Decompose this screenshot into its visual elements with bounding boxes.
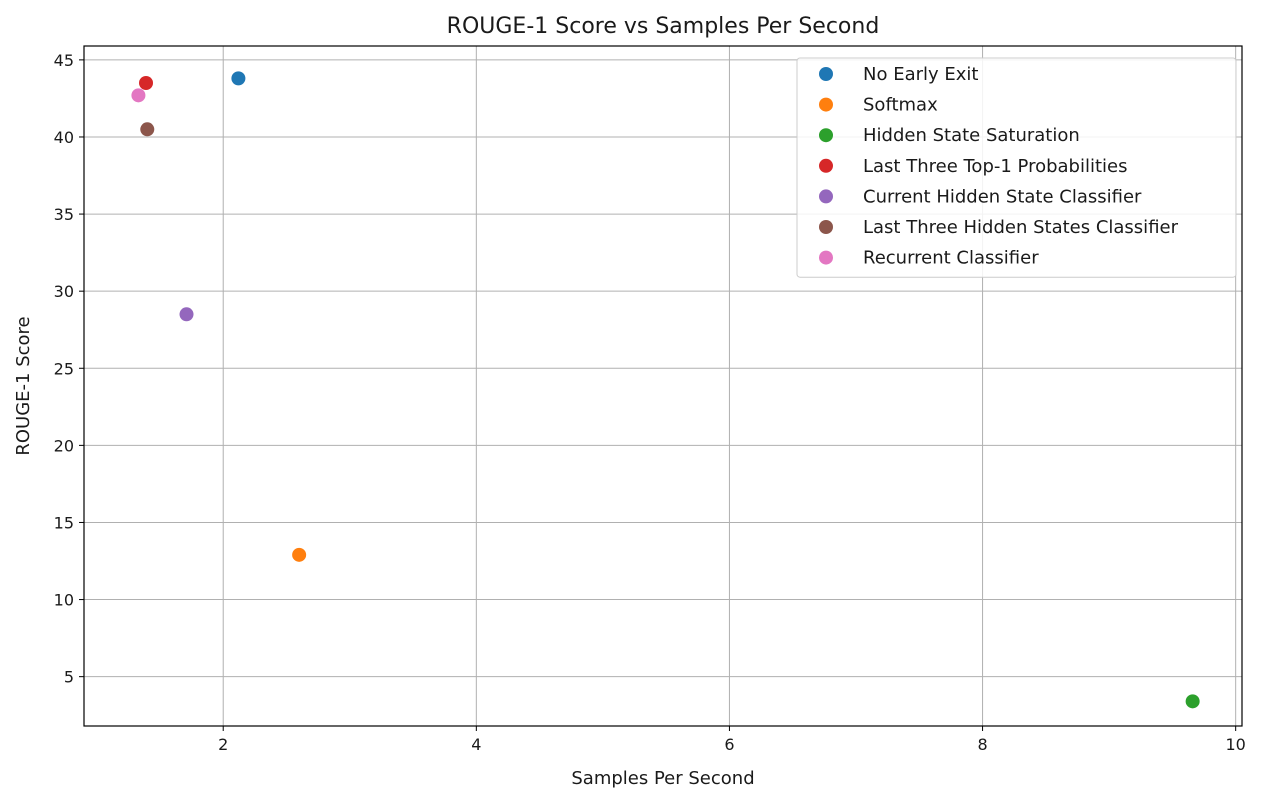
legend-marker <box>819 250 833 265</box>
data-points <box>131 71 1200 709</box>
chart-title: ROUGE-1 Score vs Samples Per Second <box>447 14 880 39</box>
legend-label: Current Hidden State Classifier <box>863 186 1142 207</box>
y-tick-label: 15 <box>54 513 74 532</box>
data-point-series-1 <box>292 547 307 562</box>
data-point-series-6 <box>131 88 146 103</box>
axis-ticks: 2 4 6 8 10 5 10 15 20 25 30 35 40 45 <box>54 51 1246 754</box>
legend-box <box>796 57 1237 278</box>
x-tick-label: 8 <box>977 735 987 754</box>
x-axis-label: Samples Per Second <box>571 768 754 789</box>
legend-label: Softmax <box>863 95 938 116</box>
x-tick-label: 2 <box>218 735 228 754</box>
y-tick-label: 10 <box>54 591 74 610</box>
data-point-series-3 <box>139 76 154 91</box>
plot-area-frame <box>83 45 1243 727</box>
legend-marker <box>819 189 833 204</box>
y-tick-label: 45 <box>54 51 74 70</box>
legend-label: Hidden State Saturation <box>863 125 1080 146</box>
legend-label: Last Three Hidden States Classifier <box>863 217 1179 238</box>
legend-label: Last Three Top-1 Probabilities <box>863 156 1128 177</box>
legend-marker <box>819 97 833 112</box>
legend-marker <box>819 158 833 173</box>
legend-label: No Early Exit <box>863 64 978 85</box>
legend-marker <box>819 220 833 234</box>
legend-marker <box>819 67 833 81</box>
x-tick-label: 6 <box>724 735 734 754</box>
x-tick-label: 10 <box>1225 735 1245 754</box>
y-tick-label: 30 <box>54 282 74 301</box>
legend: No Early Exit Softmax Hidden State Saturat… <box>796 57 1237 278</box>
y-tick-label: 35 <box>54 205 74 224</box>
legend-marker <box>819 128 833 143</box>
y-axis-label: ROUGE-1 Score <box>13 316 34 455</box>
x-tick-label: 4 <box>471 735 481 754</box>
data-point-series-0 <box>231 71 246 86</box>
legend-label: Recurrent Classifier <box>863 248 1039 269</box>
y-tick-label: 40 <box>54 128 74 147</box>
data-point-series-5 <box>140 122 155 137</box>
data-point-series-4 <box>179 307 194 322</box>
y-tick-label: 5 <box>64 668 74 687</box>
data-point-series-2 <box>1185 694 1200 709</box>
y-tick-label: 25 <box>54 359 74 378</box>
y-tick-label: 20 <box>54 436 74 455</box>
